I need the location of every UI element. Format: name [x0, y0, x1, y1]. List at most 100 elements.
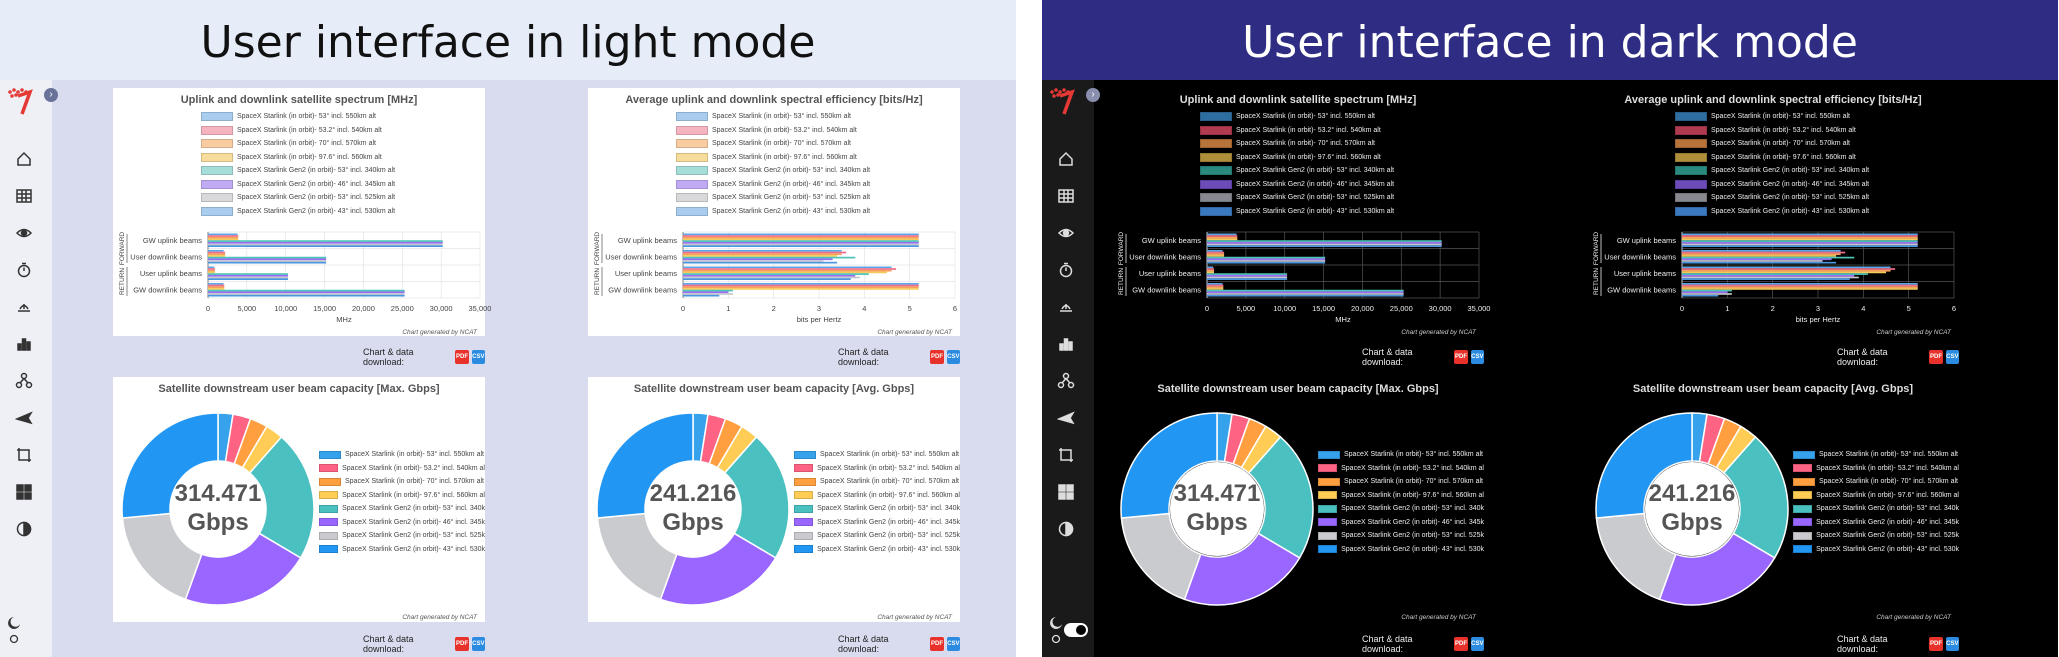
legend-item[interactable]: SpaceX Starlink (in orbit)- 70° incl. 57…	[794, 475, 960, 489]
donut-slice[interactable]	[1247, 435, 1314, 559]
legend-item[interactable]: SpaceX Starlink (in orbit)- 70° incl. 57…	[201, 137, 395, 151]
bar[interactable]	[1682, 278, 1850, 281]
csv-download-button[interactable]: CSV	[471, 637, 485, 651]
bar[interactable]	[1207, 289, 1404, 292]
legend-item[interactable]: SpaceX Starlink Gen2 (in orbit)- 53° inc…	[319, 529, 485, 543]
bar[interactable]	[1207, 253, 1225, 256]
legend-item[interactable]: SpaceX Starlink Gen2 (in orbit)- 53° inc…	[201, 164, 395, 178]
pdf-download-button[interactable]: PDF	[455, 350, 469, 364]
bar[interactable]	[683, 238, 919, 241]
legend-item[interactable]: SpaceX Starlink (in orbit)- 97.6° incl. …	[794, 489, 960, 503]
legend-item[interactable]: SpaceX Starlink Gen2 (in orbit)- 53° inc…	[1200, 191, 1394, 205]
legend-item[interactable]: SpaceX Starlink Gen2 (in orbit)- 43° inc…	[794, 543, 960, 557]
legend-item[interactable]: SpaceX Starlink Gen2 (in orbit)- 53° inc…	[794, 502, 960, 516]
bar[interactable]	[208, 238, 239, 241]
bar[interactable]	[208, 276, 289, 279]
bar[interactable]	[208, 236, 239, 239]
legend-item[interactable]: SpaceX Starlink (in orbit)- 53.2° incl. …	[1200, 124, 1394, 138]
bar[interactable]	[1207, 284, 1224, 287]
legend-item[interactable]: SpaceX Starlink Gen2 (in orbit)- 53° inc…	[1200, 164, 1394, 178]
bar[interactable]	[1682, 273, 1868, 275]
bar[interactable]	[1207, 286, 1224, 289]
bar[interactable]	[1682, 256, 1855, 259]
bar[interactable]	[683, 255, 838, 257]
bar[interactable]	[1207, 273, 1288, 275]
bar[interactable]	[1207, 235, 1238, 237]
satellite-dish-icon[interactable]	[1057, 298, 1077, 318]
legend-item[interactable]: SpaceX Starlink Gen2 (in orbit)- 53° inc…	[1675, 164, 1869, 178]
home-icon[interactable]	[1057, 150, 1077, 170]
legend-item[interactable]: SpaceX Starlink (in orbit)- 53° incl. 55…	[1793, 448, 1959, 462]
donut-slice[interactable]	[1120, 412, 1218, 519]
legend-item[interactable]: SpaceX Starlink Gen2 (in orbit)- 53° inc…	[201, 191, 395, 205]
bar[interactable]	[1207, 258, 1326, 261]
bar[interactable]	[208, 255, 226, 257]
bar[interactable]	[1682, 266, 1891, 269]
bar[interactable]	[683, 266, 892, 269]
bar[interactable]	[1207, 255, 1225, 257]
bar[interactable]	[1682, 233, 1918, 236]
globe-icon[interactable]	[1057, 520, 1077, 540]
bar[interactable]	[208, 253, 226, 256]
legend-item[interactable]: SpaceX Starlink (in orbit)- 53.2° incl. …	[1793, 462, 1959, 476]
legend-item[interactable]: SpaceX Starlink (in orbit)- 70° incl. 57…	[676, 137, 870, 151]
donut-slice[interactable]	[659, 532, 777, 606]
bar[interactable]	[1207, 238, 1238, 241]
legend-item[interactable]: SpaceX Starlink Gen2 (in orbit)- 43° inc…	[1675, 205, 1869, 219]
pdf-download-button[interactable]: PDF	[455, 637, 469, 651]
bar[interactable]	[208, 289, 405, 292]
bar[interactable]	[208, 266, 215, 269]
bar[interactable]	[683, 245, 919, 248]
bar[interactable]	[208, 240, 443, 242]
legend-item[interactable]: SpaceX Starlink Gen2 (in orbit)- 46° inc…	[1200, 178, 1394, 192]
bar[interactable]	[1682, 250, 1841, 252]
legend-item[interactable]: SpaceX Starlink Gen2 (in orbit)- 53° inc…	[676, 191, 870, 205]
bar[interactable]	[683, 261, 838, 264]
legend-item[interactable]: SpaceX Starlink (in orbit)- 97.6° incl. …	[1318, 489, 1484, 503]
bar[interactable]	[1207, 276, 1288, 279]
legend-item[interactable]: SpaceX Starlink Gen2 (in orbit)- 46° inc…	[1793, 516, 1959, 530]
legend-item[interactable]: SpaceX Starlink (in orbit)- 97.6° incl. …	[676, 151, 870, 165]
legend-item[interactable]: SpaceX Starlink (in orbit)- 53° incl. 55…	[201, 110, 395, 124]
bar[interactable]	[1682, 240, 1918, 242]
pdf-download-button[interactable]: PDF	[930, 637, 944, 651]
legend-item[interactable]: SpaceX Starlink (in orbit)- 97.6° incl. …	[1200, 151, 1394, 165]
bar[interactable]	[1682, 289, 1732, 292]
bar[interactable]	[208, 284, 225, 287]
legend-item[interactable]: SpaceX Starlink (in orbit)- 97.6° incl. …	[1793, 489, 1959, 503]
bar[interactable]	[208, 274, 289, 277]
donut-slice[interactable]	[1595, 412, 1693, 519]
bar[interactable]	[683, 269, 892, 272]
legend-item[interactable]: SpaceX Starlink (in orbit)- 70° incl. 57…	[319, 475, 485, 489]
donut-slice[interactable]	[1658, 532, 1776, 606]
bar[interactable]	[208, 271, 215, 274]
crop-frame-icon[interactable]	[1057, 446, 1077, 466]
bar[interactable]	[1682, 236, 1918, 239]
home-icon[interactable]	[15, 150, 35, 170]
bar[interactable]	[208, 294, 405, 297]
csv-download-button[interactable]: CSV	[1945, 637, 1959, 651]
pdf-download-button[interactable]: PDF	[930, 350, 944, 364]
bar[interactable]	[208, 278, 289, 281]
bar[interactable]	[208, 243, 443, 246]
legend-item[interactable]: SpaceX Starlink Gen2 (in orbit)- 53° inc…	[1793, 502, 1959, 516]
expand-sidebar-button[interactable]: ›	[1086, 88, 1100, 102]
bar[interactable]	[1682, 241, 1918, 244]
bar[interactable]	[683, 286, 919, 289]
donut-slice[interactable]	[723, 435, 790, 559]
bar[interactable]	[683, 235, 919, 237]
csv-download-button[interactable]: CSV	[1470, 350, 1484, 364]
bar[interactable]	[683, 278, 851, 281]
bar[interactable]	[1207, 291, 1404, 294]
csv-download-button[interactable]: CSV	[1945, 350, 1959, 364]
bar[interactable]	[683, 256, 856, 259]
bar[interactable]	[208, 235, 239, 237]
bar[interactable]	[683, 293, 733, 295]
bar[interactable]	[1207, 288, 1224, 290]
csv-download-button[interactable]: CSV	[946, 637, 960, 651]
bar[interactable]	[1207, 269, 1214, 272]
legend-item[interactable]: SpaceX Starlink (in orbit)- 53.2° incl. …	[1675, 124, 1869, 138]
donut-slice[interactable]	[248, 435, 315, 559]
bar[interactable]	[1682, 243, 1918, 246]
legend-item[interactable]: SpaceX Starlink (in orbit)- 53° incl. 55…	[1318, 448, 1484, 462]
